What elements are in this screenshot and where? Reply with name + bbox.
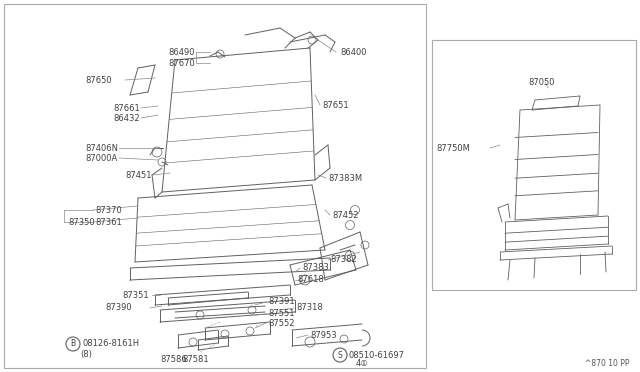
Text: B: B bbox=[70, 340, 76, 349]
Text: 87382: 87382 bbox=[330, 256, 356, 264]
Text: 87661: 87661 bbox=[113, 103, 140, 112]
Text: 87383: 87383 bbox=[302, 263, 329, 273]
Text: ^870 10 PP: ^870 10 PP bbox=[586, 359, 630, 369]
Text: 87391: 87391 bbox=[268, 298, 294, 307]
Text: 87406N: 87406N bbox=[85, 144, 118, 153]
Text: 4①: 4① bbox=[356, 359, 369, 369]
Text: 87000A: 87000A bbox=[86, 154, 118, 163]
Text: 86432: 86432 bbox=[113, 113, 140, 122]
Text: S: S bbox=[338, 350, 342, 359]
Text: 87670: 87670 bbox=[168, 58, 195, 67]
Text: 08510-61697: 08510-61697 bbox=[349, 350, 405, 359]
Text: 87451: 87451 bbox=[125, 170, 152, 180]
Text: 87586: 87586 bbox=[160, 356, 187, 365]
Text: 87551: 87551 bbox=[268, 310, 294, 318]
Text: 87390: 87390 bbox=[105, 304, 132, 312]
Text: 87350: 87350 bbox=[68, 218, 95, 227]
Text: 87650: 87650 bbox=[85, 76, 111, 84]
Bar bbox=[432, 40, 636, 290]
Text: 87370: 87370 bbox=[95, 205, 122, 215]
Text: 87383M: 87383M bbox=[328, 173, 362, 183]
Text: 87050: 87050 bbox=[528, 77, 554, 87]
Text: 87953: 87953 bbox=[310, 330, 337, 340]
Text: 08126-8161H: 08126-8161H bbox=[82, 340, 139, 349]
Text: (8): (8) bbox=[80, 350, 92, 359]
Text: 87351: 87351 bbox=[122, 291, 148, 299]
Text: 87750M: 87750M bbox=[436, 144, 470, 153]
Text: 87651: 87651 bbox=[322, 100, 349, 109]
Text: 87361: 87361 bbox=[95, 218, 122, 227]
Text: 86400: 86400 bbox=[340, 48, 367, 57]
Text: 87318: 87318 bbox=[296, 304, 323, 312]
Text: 87581: 87581 bbox=[182, 356, 209, 365]
Text: 87618: 87618 bbox=[297, 276, 324, 285]
Text: 87552: 87552 bbox=[268, 318, 294, 327]
Text: 86490: 86490 bbox=[168, 48, 195, 57]
Bar bbox=[4, 4, 426, 368]
Text: 87452: 87452 bbox=[332, 211, 358, 219]
